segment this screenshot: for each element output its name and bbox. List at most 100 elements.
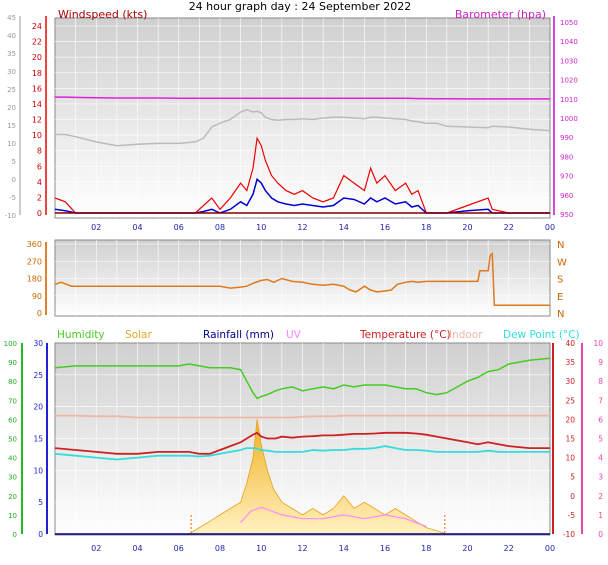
wind-tick-label: 24 — [32, 22, 42, 31]
x-tick-label: 14 — [339, 223, 349, 232]
x-tick-label: 10 — [256, 544, 266, 553]
uv-tick-label: 2 — [598, 492, 603, 501]
x-tick-label: 22 — [504, 223, 514, 232]
wind-tick-label: 12 — [32, 116, 42, 125]
x-tick-label: 06 — [174, 544, 184, 553]
pressure-change-tick-label: 0 — [12, 176, 16, 184]
barometer-tick-label: 980 — [560, 153, 573, 161]
wind-panel: Windspeed (kts) Barometer (hpa) 24222018… — [5, 8, 578, 220]
uv-tick-label: 10 — [593, 339, 603, 348]
x-tick-label: 00 — [545, 544, 555, 553]
x-tick-label: 04 — [132, 544, 142, 553]
temp-gridlines — [55, 343, 550, 535]
indoor-temp-line — [55, 414, 550, 419]
wind-tick-label: 22 — [32, 38, 42, 47]
x-tick-label: 18 — [421, 223, 431, 232]
direction-tick-label: 270 — [27, 257, 42, 266]
pressure-change-tick-label: 45 — [7, 14, 16, 22]
legend-label: Temperature (°C) — [359, 329, 451, 341]
dewpoint-line — [54, 445, 550, 461]
uv-tick-label: 7 — [598, 396, 603, 405]
legend-label: Dew Point (°C) — [503, 329, 580, 341]
pressure-change-tick-label: 25 — [7, 86, 16, 94]
pressure-trace-line — [55, 109, 551, 147]
direction-tick-label: 360 — [27, 240, 42, 249]
temperature-tick-label: -10 — [563, 530, 575, 539]
uv-tick-label: 3 — [598, 473, 603, 482]
pressure-change-tick-label: 10 — [7, 140, 16, 148]
barometer-axis-title: Barometer (hpa) — [455, 8, 546, 21]
rain-solar-tick-label: 10 — [33, 466, 43, 475]
humidity-tick-label: 50 — [8, 436, 17, 444]
temperature-line — [54, 431, 550, 455]
compass-label: W — [557, 257, 567, 268]
uv-tick-label: 1 — [598, 511, 603, 520]
wind-tick-label: 18 — [32, 69, 42, 78]
temp-humidity-panel: Humidity Solar Rainfall (mm) UV Temperature … — [4, 329, 604, 539]
barometer-tick-label: 1010 — [560, 96, 578, 104]
solar-area — [187, 419, 448, 535]
x-tick-label: 06 — [174, 223, 184, 232]
uv-tick-label: 4 — [598, 454, 603, 463]
direction-tick-label: 180 — [27, 275, 42, 284]
wind-tick-label: 14 — [32, 100, 42, 109]
uv-tick-label: 0 — [598, 530, 603, 539]
barometer-tick-label: 1050 — [560, 19, 578, 27]
wind-gridlines — [55, 18, 550, 218]
x-tick-label: 10 — [256, 223, 266, 232]
temp-legend: Humidity Solar Rainfall (mm) UV Temperature … — [57, 329, 580, 341]
x-tick-label: 00 — [545, 223, 555, 232]
x-tick-label: 20 — [462, 544, 472, 553]
humidity-tick-label: 70 — [8, 397, 17, 405]
wind-axis-ticks: 242220181614121086420454035302520151050-… — [5, 14, 578, 220]
direction-tick-label: 0 — [37, 309, 42, 318]
rain-solar-tick-label: 25 — [33, 371, 43, 380]
temperature-tick-label: 25 — [565, 396, 575, 405]
pressure-change-tick-label: 20 — [7, 104, 16, 112]
humidity-tick-label: 100 — [4, 340, 17, 348]
barometer-tick-label: 1020 — [560, 77, 578, 85]
legend-label: Humidity — [57, 329, 105, 341]
temperature-tick-label: 15 — [565, 435, 575, 444]
x-tick-label: 04 — [132, 223, 142, 232]
direction-gridlines — [55, 240, 550, 316]
wind-tick-label: 2 — [37, 193, 42, 202]
humidity-tick-label: 20 — [8, 493, 17, 501]
rain-solar-tick-label: 20 — [33, 403, 43, 412]
humidity-line — [54, 357, 551, 400]
x-tick-label: 12 — [297, 544, 307, 553]
wind-tick-label: 20 — [32, 53, 42, 62]
windspeed-axis-title: Windspeed (kts) — [58, 8, 147, 21]
uv-tick-label: 8 — [598, 377, 603, 386]
wind-direction-line — [54, 251, 550, 307]
x-tick-label: 18 — [421, 544, 431, 553]
temperature-tick-label: 20 — [565, 415, 575, 424]
x-tick-label: 16 — [380, 223, 390, 232]
x-tick-label: 12 — [297, 223, 307, 232]
wind-tick-label: 6 — [37, 162, 42, 171]
compass-label: E — [557, 292, 563, 303]
humidity-tick-label: 0 — [13, 531, 17, 539]
humidity-tick-label: 80 — [8, 378, 17, 386]
compass-label: S — [557, 275, 563, 286]
temperature-tick-label: -5 — [568, 511, 576, 520]
temp-axis-ticks: 1009080706050403020100302520151050403530… — [4, 339, 604, 539]
x-tick-label: 20 — [462, 223, 472, 232]
x-tick-label: 22 — [504, 544, 514, 553]
compass-label: N — [557, 309, 564, 320]
legend-label: Indoor — [449, 329, 483, 341]
graph-title: 24 hour graph day : 24 September 2022 — [189, 0, 412, 13]
legend-label: Rainfall (mm) — [203, 329, 274, 341]
barometer-tick-label: 990 — [560, 134, 573, 142]
uv-tick-label: 6 — [598, 415, 603, 424]
temperature-tick-label: 35 — [565, 358, 575, 367]
humidity-tick-label: 90 — [8, 359, 17, 367]
wind-tick-label: 0 — [37, 209, 42, 218]
temperature-tick-label: 30 — [565, 377, 575, 386]
temperature-tick-label: 5 — [570, 473, 575, 482]
x-tick-label: 02 — [91, 544, 101, 553]
